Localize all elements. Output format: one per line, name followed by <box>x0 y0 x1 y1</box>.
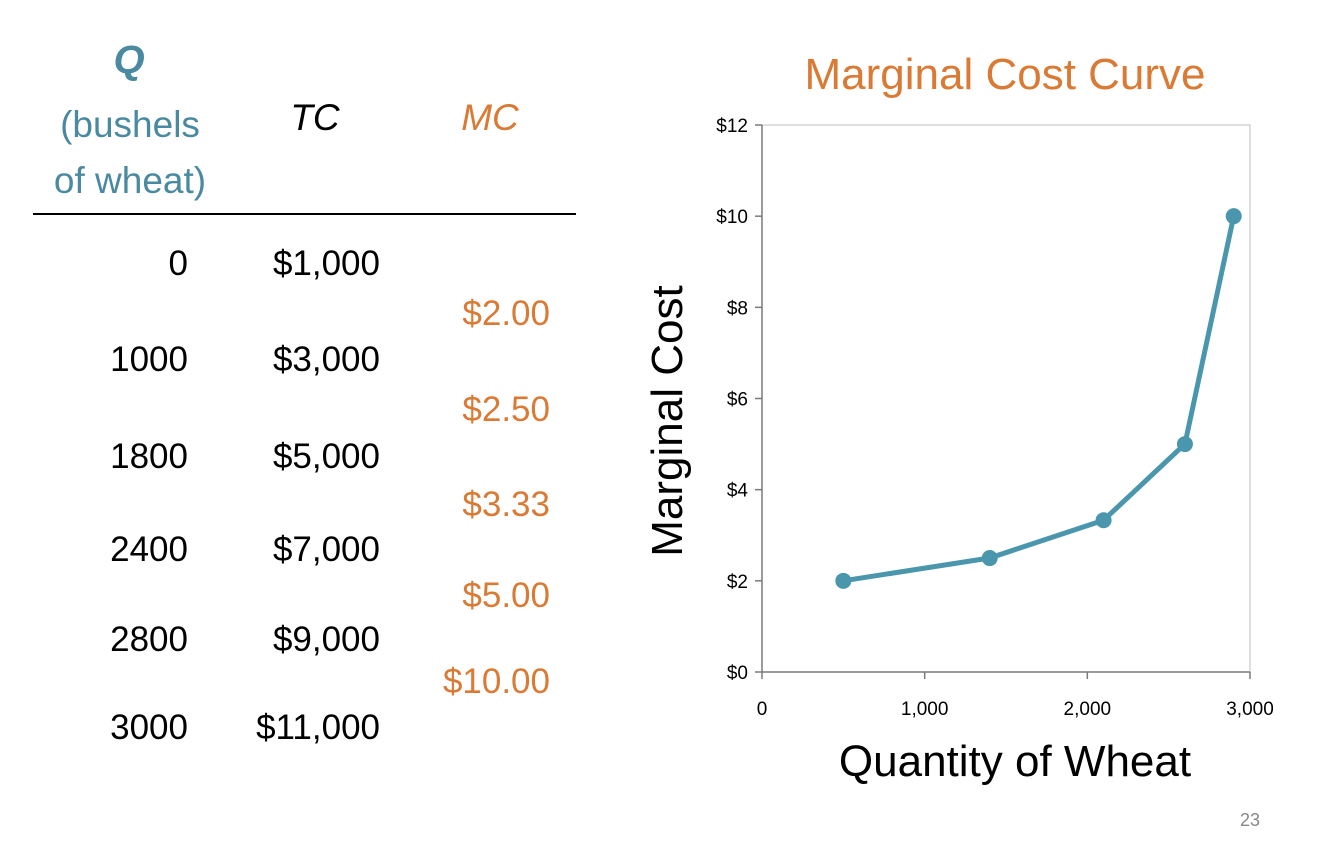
mc-header: MC <box>461 97 519 138</box>
x-tick-label: 3,000 <box>1226 699 1274 720</box>
tc-cell: $1,000 <box>272 244 380 283</box>
mc-cell: $2.50 <box>462 390 550 429</box>
y-axis-label: Marginal Cost <box>643 285 692 556</box>
chart-ticks: $0 $2 $4 $6 $8 $10 $12 0 1,000 2,000 3,000 <box>716 116 1273 720</box>
y-tick-label: $12 <box>716 116 748 137</box>
tc-cell: $5,000 <box>272 437 380 476</box>
y-tick-label: $6 <box>727 390 748 411</box>
y-tick-label: $4 <box>727 481 749 502</box>
chart-title: Marginal Cost Curve <box>804 50 1206 99</box>
q-cell: 1800 <box>110 437 188 476</box>
x-axis-label: Quantity of Wheat <box>839 737 1191 786</box>
y-tick-label: $8 <box>727 298 748 319</box>
mc-cell: $3.33 <box>462 485 550 524</box>
mc-cell: $10.00 <box>442 662 550 701</box>
tc-header: TC <box>290 97 340 138</box>
q-cell: 2400 <box>110 530 188 569</box>
data-point <box>1095 512 1112 529</box>
header-divider <box>33 213 576 215</box>
q-header-subtitle: (bushels of wheat) <box>30 97 230 209</box>
mc-cell: $5.00 <box>462 576 550 615</box>
page-number: 23 <box>1239 810 1260 830</box>
tc-cell: $3,000 <box>272 340 380 379</box>
tc-cell: $9,000 <box>272 620 380 659</box>
y-tick-label: $0 <box>727 663 748 684</box>
tc-cell: $7,000 <box>272 530 380 569</box>
q-cell: 2800 <box>110 620 188 659</box>
data-point <box>1225 208 1242 225</box>
chart-axes <box>761 124 1251 673</box>
y-tick-label: $2 <box>727 572 748 593</box>
q-header-subtitle-line-2: of wheat) <box>53 160 207 201</box>
q-header: Q <box>113 38 145 82</box>
q-cell: 3000 <box>110 708 188 747</box>
x-tick-label: 1,000 <box>901 699 949 720</box>
q-header-subtitle-line-1: (bushels <box>60 104 200 145</box>
chart-series <box>835 208 1242 589</box>
y-tick-label: $10 <box>716 207 748 228</box>
mc-cell: $2.00 <box>462 294 550 333</box>
q-cell: 1000 <box>110 340 188 379</box>
data-point <box>835 572 852 589</box>
x-tick-label: 0 <box>757 699 768 720</box>
data-point <box>981 550 998 567</box>
data-point <box>1176 436 1193 453</box>
plot-frame <box>761 124 1251 673</box>
series-line <box>842 215 1237 584</box>
q-cell: 0 <box>168 244 188 283</box>
x-tick-label: 2,000 <box>1064 699 1112 720</box>
tc-cell: $11,000 <box>256 708 380 747</box>
